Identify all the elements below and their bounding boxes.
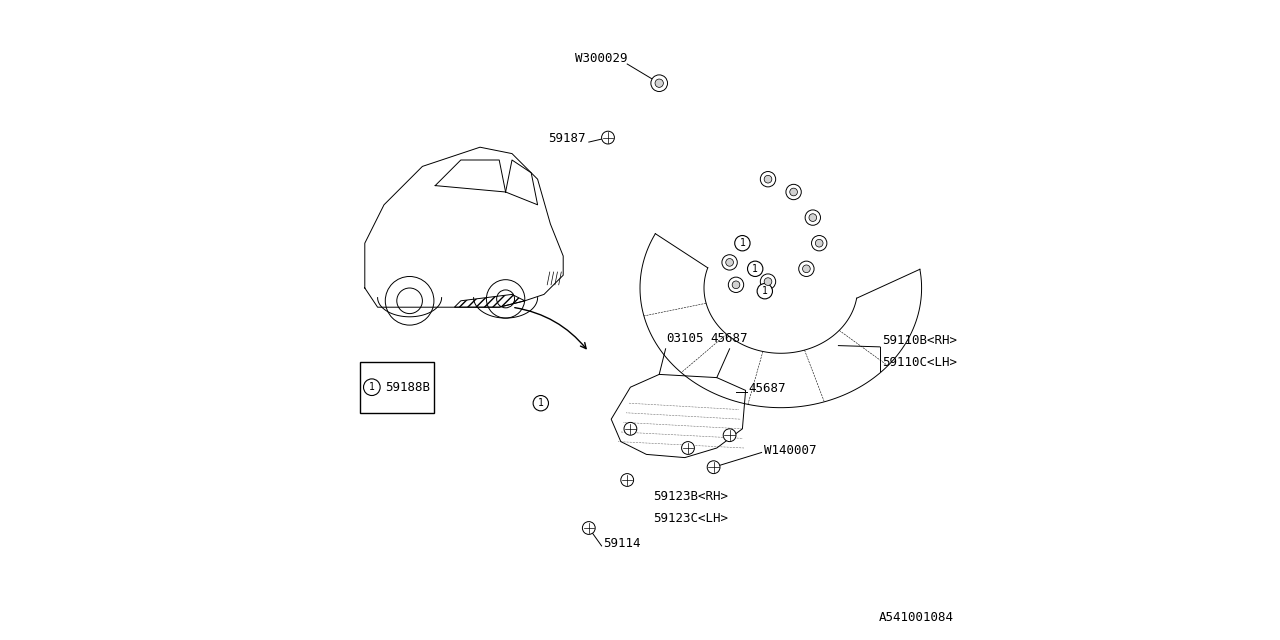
Circle shape (655, 79, 663, 87)
Circle shape (812, 236, 827, 251)
Circle shape (803, 265, 810, 273)
Text: 59123C<LH>: 59123C<LH> (653, 511, 728, 525)
Circle shape (786, 184, 801, 200)
Circle shape (582, 522, 595, 534)
Circle shape (760, 274, 776, 289)
Circle shape (364, 379, 380, 396)
Circle shape (726, 259, 733, 266)
Circle shape (722, 255, 737, 270)
Text: 59110B<RH>: 59110B<RH> (882, 334, 957, 348)
Circle shape (532, 396, 548, 411)
Circle shape (732, 281, 740, 289)
Text: 59114: 59114 (604, 537, 641, 550)
Text: 1: 1 (369, 382, 375, 392)
Text: W300029: W300029 (575, 52, 627, 65)
Text: 59110C<LH>: 59110C<LH> (882, 356, 957, 369)
Text: 59188B: 59188B (384, 381, 430, 394)
Text: 59187: 59187 (548, 132, 585, 145)
Circle shape (728, 277, 744, 292)
Circle shape (764, 175, 772, 183)
Circle shape (815, 239, 823, 247)
Circle shape (760, 172, 776, 187)
Text: 1: 1 (762, 286, 768, 296)
Text: W140007: W140007 (763, 444, 817, 458)
Circle shape (735, 236, 750, 251)
Circle shape (723, 429, 736, 442)
Circle shape (602, 131, 614, 144)
Text: 45687: 45687 (710, 332, 748, 346)
Circle shape (805, 210, 820, 225)
Circle shape (621, 474, 634, 486)
Circle shape (799, 261, 814, 276)
Circle shape (790, 188, 797, 196)
Text: 1: 1 (538, 398, 544, 408)
Circle shape (708, 461, 719, 474)
Circle shape (809, 214, 817, 221)
Circle shape (748, 261, 763, 276)
Circle shape (625, 422, 637, 435)
Text: 45687: 45687 (749, 381, 786, 395)
Circle shape (652, 75, 668, 92)
Text: 1: 1 (740, 238, 745, 248)
Circle shape (682, 442, 694, 454)
Circle shape (764, 278, 772, 285)
Text: 1: 1 (753, 264, 758, 274)
Text: 03105: 03105 (667, 332, 704, 346)
Text: A541001084: A541001084 (878, 611, 954, 624)
Text: 59123B<RH>: 59123B<RH> (653, 490, 728, 504)
Circle shape (758, 284, 772, 299)
